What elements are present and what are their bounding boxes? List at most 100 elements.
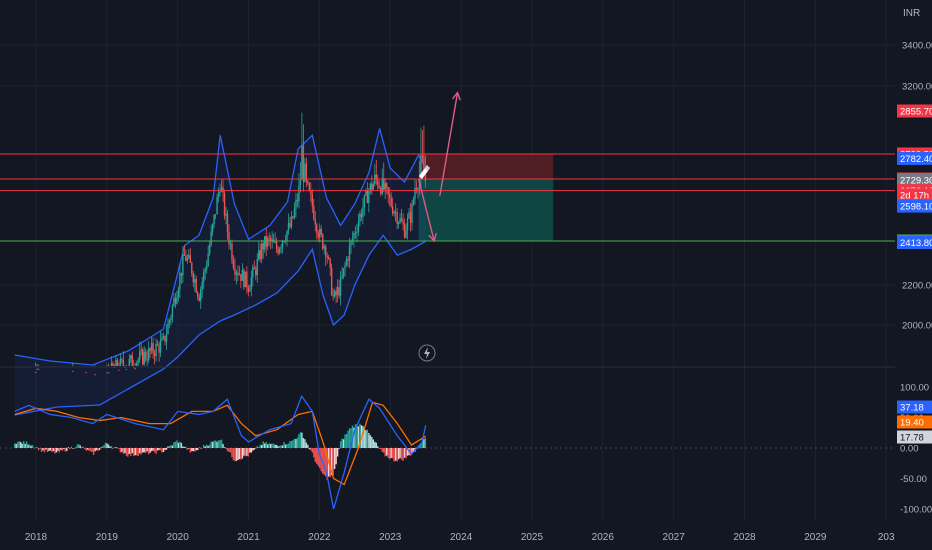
histogram-bar — [246, 448, 248, 456]
histogram-bar — [158, 448, 160, 451]
histogram-bar — [394, 448, 397, 461]
histogram-bar — [249, 448, 251, 453]
histogram-bar — [70, 446, 72, 448]
candle-body — [125, 368, 128, 370]
y-tick-label: 2200.00 — [902, 281, 932, 292]
replay-icon[interactable] — [418, 344, 436, 362]
histogram-bar — [27, 444, 29, 448]
histogram-bar — [76, 444, 78, 448]
histogram-bar — [307, 444, 309, 448]
macd-value-text: 17.78 — [900, 433, 924, 444]
y-tick-label: 3400.00 — [902, 41, 932, 52]
candle-body — [336, 287, 339, 296]
histogram-bar — [298, 434, 300, 448]
histogram-bar — [24, 443, 26, 448]
histogram-bar — [353, 427, 355, 448]
candle-body — [122, 360, 125, 366]
histogram-bar — [383, 448, 385, 453]
histogram-bar — [424, 437, 427, 448]
candle-body — [208, 244, 211, 254]
candle-body — [360, 213, 363, 218]
histogram-bar — [161, 448, 163, 453]
histogram-bar — [418, 445, 421, 448]
candle-body — [304, 163, 306, 182]
histogram-bar — [153, 448, 156, 453]
histogram-bar — [15, 443, 17, 448]
candle-body — [191, 262, 193, 274]
candle-body — [378, 186, 380, 188]
histogram-bar — [323, 448, 325, 475]
histogram-bar — [265, 441, 267, 448]
histogram-bar — [211, 441, 214, 448]
band-fill — [14, 128, 426, 415]
x-tick-label: 2021 — [237, 532, 260, 543]
candle-body — [240, 274, 242, 281]
histogram-bar — [314, 448, 316, 462]
histogram-bar — [82, 446, 84, 448]
histogram-bar — [30, 445, 32, 448]
candle-body — [405, 230, 407, 238]
candle-body — [388, 194, 391, 198]
macd-line — [14, 394, 427, 510]
histogram-bar — [72, 448, 74, 449]
candle-body — [223, 192, 226, 216]
histogram-bar — [116, 447, 119, 449]
histogram-bar — [417, 447, 419, 449]
price-label-badge — [897, 104, 932, 118]
histogram-bar — [186, 448, 189, 450]
histogram-bar — [61, 448, 64, 451]
candle-body — [162, 336, 165, 338]
candle-body — [417, 189, 419, 191]
histogram-bar — [203, 444, 205, 448]
histogram-bar — [258, 447, 260, 448]
histogram-bar — [365, 430, 367, 448]
x-tick-label: 2018 — [25, 532, 48, 543]
histogram-bar — [122, 448, 125, 454]
price-label-badge — [897, 199, 932, 213]
candle-body — [179, 272, 181, 290]
histogram-bar — [80, 447, 83, 449]
histogram-bar — [411, 448, 413, 455]
histogram-bar — [423, 439, 425, 448]
candle-body — [155, 343, 157, 357]
histogram-bar — [22, 440, 25, 448]
histogram-bar — [89, 448, 92, 452]
candle-body — [314, 219, 316, 225]
histogram-bar — [165, 448, 168, 450]
histogram-bar — [28, 444, 31, 448]
histogram-bar — [168, 445, 171, 448]
pencil-icon[interactable] — [419, 165, 430, 179]
candle-body — [268, 237, 270, 239]
candle-body — [354, 233, 357, 235]
candle-body — [266, 237, 269, 247]
histogram-bar — [338, 448, 340, 449]
candle-body — [320, 228, 322, 235]
histogram-bar — [264, 443, 266, 448]
histogram-bar — [119, 448, 122, 453]
histogram-bar — [183, 446, 186, 448]
histogram-bar — [256, 446, 258, 448]
x-tick-label: 2026 — [592, 532, 615, 543]
candle-body — [229, 243, 232, 245]
histogram-bar — [238, 448, 241, 460]
histogram-bar — [341, 438, 343, 448]
histogram-bar — [372, 439, 375, 448]
histogram-bar — [393, 448, 395, 462]
histogram-bar — [36, 446, 38, 448]
histogram-bar — [275, 444, 278, 448]
macd-value-text: 37.18 — [900, 403, 924, 414]
candle-body — [310, 190, 312, 195]
candle-body — [372, 184, 375, 190]
stop-loss-zone — [418, 154, 554, 179]
candle-body — [226, 213, 229, 233]
histogram-bar — [112, 448, 114, 449]
candle-body — [219, 191, 221, 193]
candle-body — [204, 269, 206, 272]
histogram-bar — [333, 448, 336, 469]
histogram-bar — [261, 444, 263, 448]
candle-body — [400, 218, 403, 222]
candle-body — [353, 233, 355, 240]
histogram-bar — [301, 432, 303, 448]
candle-body — [347, 259, 349, 261]
histogram-bar — [269, 443, 272, 448]
